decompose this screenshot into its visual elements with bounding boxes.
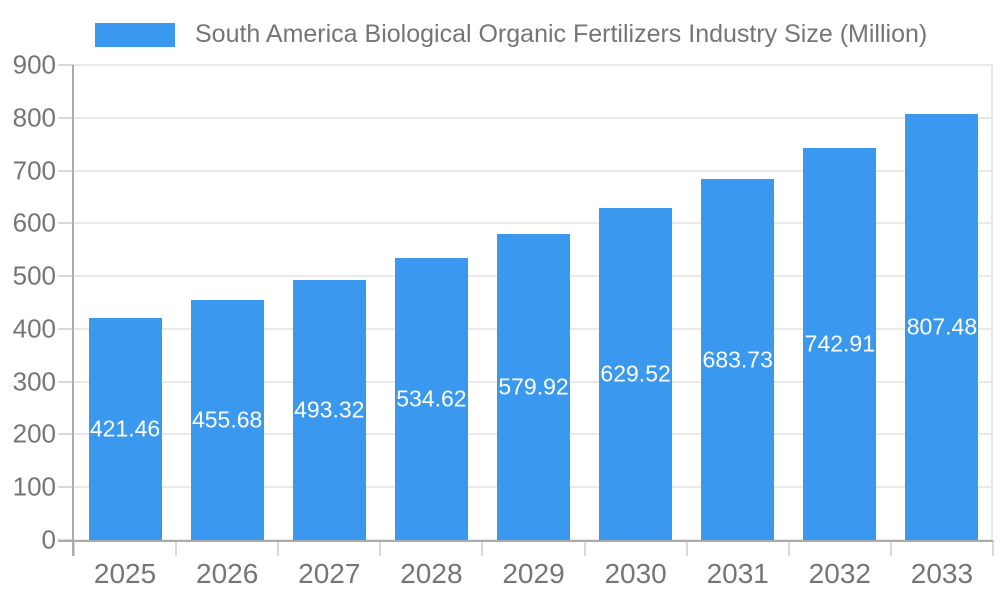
- y-axis-tick: [58, 169, 74, 172]
- x-axis-tick: [583, 540, 586, 556]
- gridline-y: [74, 222, 993, 225]
- x-axis-tick-label: 2029: [502, 558, 565, 589]
- bar-value-label: 683.73: [702, 346, 773, 373]
- y-axis-tick: [58, 486, 74, 489]
- bar-value-label: 807.48: [906, 313, 978, 340]
- x-axis-tick-label: 2030: [604, 558, 667, 589]
- y-axis-tick-label: 900: [12, 49, 56, 80]
- y-axis-tick: [58, 222, 74, 225]
- gridline-y: [74, 64, 993, 66]
- y-axis-tick-label: 0: [41, 524, 56, 555]
- y-axis-tick-label: 500: [12, 260, 56, 291]
- bar-value-label: 493.32: [294, 396, 365, 423]
- y-axis-tick-label: 200: [12, 418, 56, 449]
- y-axis-tick: [58, 275, 74, 278]
- y-axis-tick-label: 700: [12, 155, 56, 186]
- y-axis-tick: [58, 327, 74, 330]
- y-axis-tick: [58, 116, 74, 119]
- bar: [599, 207, 673, 540]
- chart-title: South America Biological Organic Fertili…: [195, 20, 928, 48]
- x-axis-tick-label: 2026: [196, 558, 259, 589]
- bar: [497, 233, 570, 540]
- gridline-y: [74, 116, 993, 119]
- legend-item[interactable]: South America Biological Organic Fertili…: [95, 20, 927, 49]
- y-axis-tick: [58, 64, 74, 66]
- bar: [88, 317, 162, 540]
- bar-value-label: 534.62: [396, 385, 467, 412]
- x-axis-tick-label: 2033: [910, 558, 974, 589]
- x-axis-tick-label: 2032: [808, 558, 871, 589]
- bar: [803, 147, 877, 540]
- x-axis-tick: [73, 540, 75, 556]
- x-axis-tick: [481, 540, 484, 556]
- gridline-y: [74, 169, 993, 172]
- x-axis-tick-label: 2027: [298, 558, 361, 589]
- bar: [190, 299, 264, 540]
- y-axis-tick-label: 100: [12, 471, 56, 502]
- bar: [292, 279, 366, 540]
- x-axis-tick: [175, 540, 178, 556]
- x-axis-tick: [889, 540, 892, 556]
- bar-value-label: 455.68: [191, 406, 263, 433]
- x-axis-line: [58, 540, 993, 542]
- y-axis-tick: [58, 433, 74, 436]
- y-axis-tick-label: 300: [12, 366, 56, 397]
- x-axis-tick: [992, 540, 994, 556]
- bar-value-label: 579.92: [498, 373, 569, 400]
- x-axis-tick-label: 2028: [400, 558, 463, 589]
- bar: [905, 113, 979, 540]
- y-axis-tick: [58, 380, 74, 383]
- bar: [701, 179, 775, 540]
- bar: [394, 257, 468, 540]
- x-axis-tick: [379, 540, 382, 556]
- x-axis-tick: [787, 540, 790, 556]
- plot-right-border: [991, 65, 993, 540]
- x-axis-tick-label: 2025: [93, 558, 157, 589]
- y-axis-tick-label: 800: [12, 102, 56, 133]
- y-axis-tick-label: 400: [12, 313, 56, 344]
- bar-value-label: 742.91: [804, 330, 876, 357]
- bar-value-label: 421.46: [89, 415, 161, 442]
- y-axis-line: [72, 65, 74, 556]
- legend-swatch: [95, 22, 175, 47]
- x-axis-tick-label: 2031: [706, 558, 769, 589]
- bar-value-label: 629.52: [600, 360, 671, 387]
- x-axis-tick: [277, 540, 280, 556]
- x-axis-tick: [685, 540, 688, 556]
- y-axis-tick-label: 600: [12, 207, 56, 238]
